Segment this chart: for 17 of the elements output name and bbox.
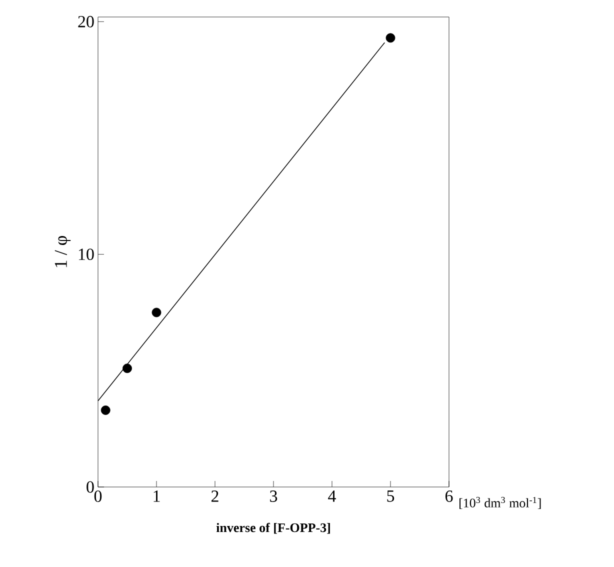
y-tick-label: 20 xyxy=(78,16,94,28)
x-tick-label: 4 xyxy=(328,490,336,502)
x-tick-label: 1 xyxy=(154,490,160,502)
x-axis-title: inverse of [F-OPP-3] xyxy=(216,522,330,534)
point xyxy=(100,406,110,415)
y-axis-title: 1 / φ xyxy=(54,236,71,268)
point xyxy=(386,33,396,43)
x-tick-label: 3 xyxy=(270,490,278,502)
x-tick-label: 6 xyxy=(445,490,453,502)
y-tick-label: 0 xyxy=(86,481,94,493)
x-tick-label: 0 xyxy=(94,490,102,502)
text: [10$^{3}$ dm$^{3}$ mol$^{-1}$] xyxy=(460,496,541,510)
point xyxy=(122,364,132,374)
x-tick-label: 2 xyxy=(212,490,218,502)
x-tick-label: 5 xyxy=(387,490,394,502)
y-tick-label: 10 xyxy=(78,248,94,260)
point xyxy=(152,308,162,318)
